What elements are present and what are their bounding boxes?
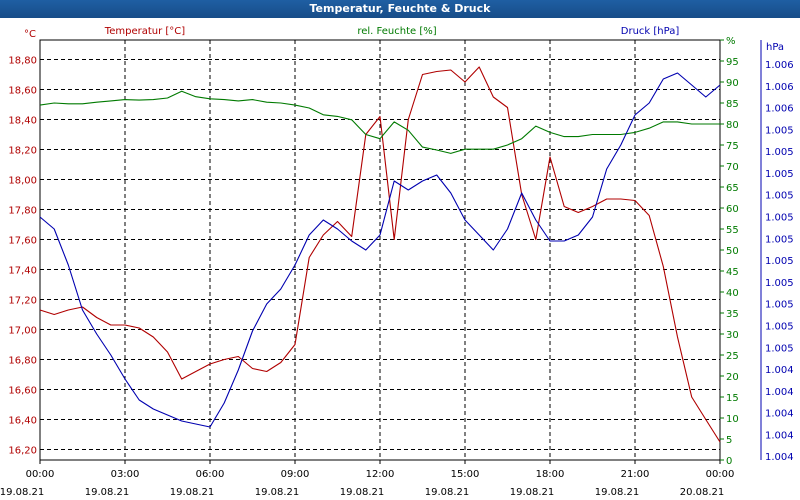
right2-axis-unit: hPa [766,42,784,53]
x-tick-time: 21:00 [621,469,650,480]
right1-tick-label: 75 [726,141,739,152]
left-tick-label: 16,40 [8,416,37,427]
chart-canvas: 16,20 16,40 16,60 16,80 17,00 17,20 17,40 17,60… [0,26,794,498]
right2-tick-label: 1.005 [765,278,794,289]
x-tick-date: 19.08.21 [510,487,555,498]
left-tick-label: 18,60 [8,86,37,97]
right2-tick-label: 1.005 [765,234,794,245]
right1-tick-label: 10 [726,414,739,425]
x-tick-date: 19.08.21 [340,487,385,498]
left-axis-title: Temperatur [°C] [104,26,185,37]
right2-tick-label: 1.005 [765,169,794,180]
right2-tick-label: 1.006 [765,60,794,71]
right1-tick-label: 25 [726,351,739,362]
right2-tick-label: 1.004 [765,409,794,420]
right2-tick-label: 1.004 [765,365,794,376]
x-tick-date: 19.08.21 [255,487,300,498]
left-tick-label: 18,20 [8,146,37,157]
right2-tick-label: 1.005 [765,147,794,158]
right1-tick-label: 50 [726,246,739,257]
right1-tick-label: 0 [726,456,732,467]
right1-tick-label: 5 [726,435,732,446]
x-tick-date: 19.08.21 [85,487,130,498]
right1-tick-label: 60 [726,204,739,215]
right1-tick-label: 35 [726,309,739,320]
right1-tick-label: 45 [726,267,739,278]
left-tick-label: 18,00 [8,176,37,187]
right2-tick-label: 1.005 [765,191,794,202]
right1-tick-label: 65 [726,183,739,194]
right2-tick-label: 1.005 [765,300,794,311]
left-tick-label: 17,00 [8,326,37,337]
right1-tick-label: 20 [726,372,739,383]
right2-tick-label: 1.005 [765,321,794,332]
right2-tick-label: 1.005 [765,213,794,224]
x-tick-time: 12:00 [366,469,395,480]
right2-tick-label: 1.005 [765,125,794,136]
right2-tick-label: 1.006 [765,82,794,93]
right1-tick-label: 95 [726,57,739,68]
right1-tick-label: 40 [726,288,739,299]
right1-tick-label: 70 [726,162,739,173]
left-tick-label: 16,60 [8,386,37,397]
right1-tick-label: 85 [726,99,739,110]
right1-axis-title: rel. Feuchte [%] [357,26,436,37]
x-tick-date: 19.08.21 [170,487,215,498]
x-tick-time: 09:00 [281,469,310,480]
x-tick-time: 18:00 [536,469,565,480]
x-tick-date: 19.08.21 [595,487,640,498]
right2-tick-label: 1.004 [765,387,794,398]
x-tick-date: 19.08.21 [0,487,44,498]
x-tick-time: 03:00 [111,469,140,480]
x-tick-time: 15:00 [451,469,480,480]
right2-axis-title: Druck [hPa] [621,26,680,37]
right2-tick-label: 1.005 [765,256,794,267]
x-tick-time: 00:00 [26,469,55,480]
right2-tick-label: 1.004 [765,452,794,463]
series-temperature-line [39,66,721,443]
right1-tick-label: 90 [726,78,739,89]
right2-tick-label: 1.004 [765,430,794,441]
left-axis-unit: °C [24,29,36,40]
left-tick-label: 17,20 [8,296,37,307]
right1-tick-label: 55 [726,225,739,236]
right2-tick-label: 1.006 [765,104,794,115]
left-tick-label: 16,20 [8,446,37,457]
left-tick-label: 17,60 [8,236,37,247]
left-tick-label: 18,40 [8,116,37,127]
series-humidity-line [39,90,720,154]
x-tick-time: 06:00 [196,469,225,480]
x-tick-date: 19.08.21 [425,487,470,498]
left-tick-label: 18,80 [8,56,37,67]
right1-tick-label: 30 [726,330,739,341]
left-tick-label: 17,40 [8,266,37,277]
left-tick-label: 17,80 [8,206,37,217]
right2-tick-label: 1.005 [765,343,794,354]
series-pressure-line [39,72,721,428]
x-tick-date: 20.08.21 [680,487,725,498]
left-tick-label: 16,80 [8,356,37,367]
x-tick-time: 00:00 [706,469,735,480]
right1-tick-label: 15 [726,393,739,404]
right1-tick-label: 80 [726,120,739,131]
chart-title: Temperatur, Feuchte & Druck [0,0,800,18]
right1-tick-label: % [726,36,736,47]
